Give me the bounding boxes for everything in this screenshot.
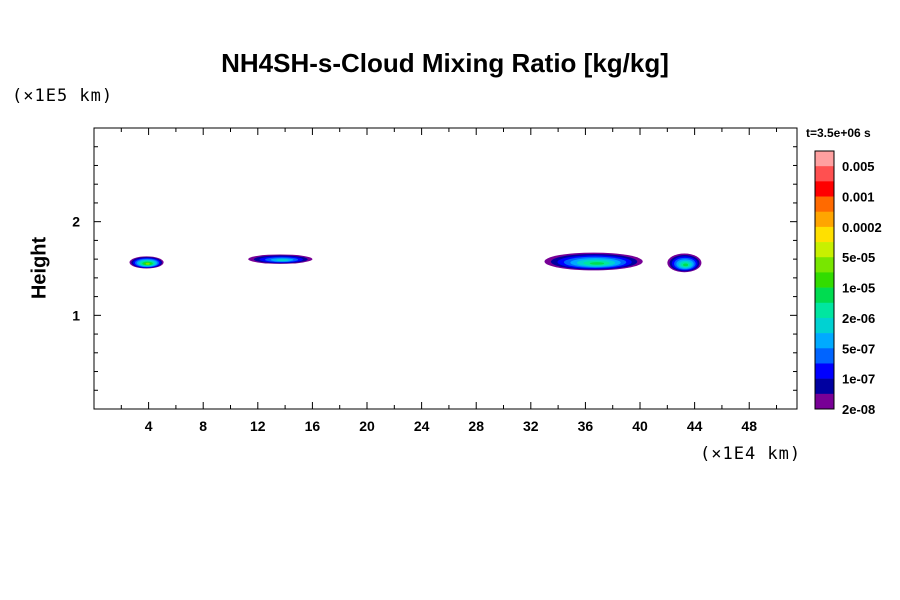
x-tick-label: 8 xyxy=(199,418,207,434)
colorbar-cell xyxy=(815,317,834,334)
cloud-region xyxy=(544,252,643,271)
colorbar-cell xyxy=(815,378,834,395)
cloud-region xyxy=(667,253,702,273)
colorbar-cell xyxy=(815,226,834,243)
colorbar-cell xyxy=(815,257,834,273)
colorbar-cell xyxy=(815,363,834,379)
y-tick-label: 2 xyxy=(72,214,80,230)
x-tick-label: 32 xyxy=(523,418,539,434)
colorbar-label: 0.0002 xyxy=(842,220,882,235)
x-tick-label: 44 xyxy=(687,418,703,434)
x-axis-unit: (×1E4 km) xyxy=(700,444,802,464)
x-tick-label: 24 xyxy=(414,418,430,434)
colorbar-cell xyxy=(815,196,834,213)
x-tick-label: 4 xyxy=(145,418,153,434)
colorbar: 0.005 0.001 0.0002 5e-05 1e-05 2e-06 5e-07 1e-0… xyxy=(814,150,882,417)
y-tick-label: 1 xyxy=(72,307,80,323)
time-label: t=3.5e+06 s xyxy=(806,126,871,140)
x-tick-label: 16 xyxy=(305,418,321,434)
colorbar-cell xyxy=(815,287,834,304)
x-tick-label: 40 xyxy=(632,418,648,434)
y-axis: 12 xyxy=(72,146,797,391)
colorbar-label: 5e-05 xyxy=(842,250,875,265)
chart-title: NH4SH-s-Cloud Mixing Ratio [kg/kg] xyxy=(221,48,669,78)
colorbar-label: 0.001 xyxy=(842,190,875,205)
colorbar-cell xyxy=(815,166,834,182)
x-tick-label: 36 xyxy=(578,418,594,434)
x-tick-label: 20 xyxy=(359,418,375,434)
cloud-contour xyxy=(589,262,605,265)
colorbar-frame xyxy=(814,150,835,410)
cloud-region xyxy=(129,256,164,269)
x-tick-label: 28 xyxy=(468,418,484,434)
colorbar-cell xyxy=(815,302,834,319)
x-tick-label: 12 xyxy=(250,418,266,434)
colorbar-cell xyxy=(815,348,834,364)
cloud-region xyxy=(248,254,313,264)
y-axis-unit: (×1E5 km) xyxy=(12,86,114,106)
cloud-contour xyxy=(145,262,150,265)
cloud-contour xyxy=(683,263,689,267)
colorbar-label: 2e-08 xyxy=(842,402,875,417)
colorbar-cell xyxy=(815,211,834,228)
colorbar-cell xyxy=(815,393,834,410)
colorbar-cell xyxy=(815,242,834,258)
x-tick-label: 48 xyxy=(741,418,757,434)
colorbar-label: 1e-05 xyxy=(842,281,875,296)
x-axis: 4 8 12 16 20 24 28 32 36 40 44 48 xyxy=(120,128,778,434)
colorbar-label: 0.005 xyxy=(842,159,875,174)
colorbar-cell xyxy=(815,333,834,349)
colorbar-label: 1e-07 xyxy=(842,372,875,387)
cloud-contour xyxy=(276,259,289,262)
colorbar-cell xyxy=(815,272,834,288)
cloud-field xyxy=(129,252,702,273)
colorbar-label: 5e-07 xyxy=(842,341,875,356)
colorbar-cell xyxy=(815,151,834,167)
colorbar-label: 2e-06 xyxy=(842,311,875,326)
colorbar-cell xyxy=(815,181,834,197)
